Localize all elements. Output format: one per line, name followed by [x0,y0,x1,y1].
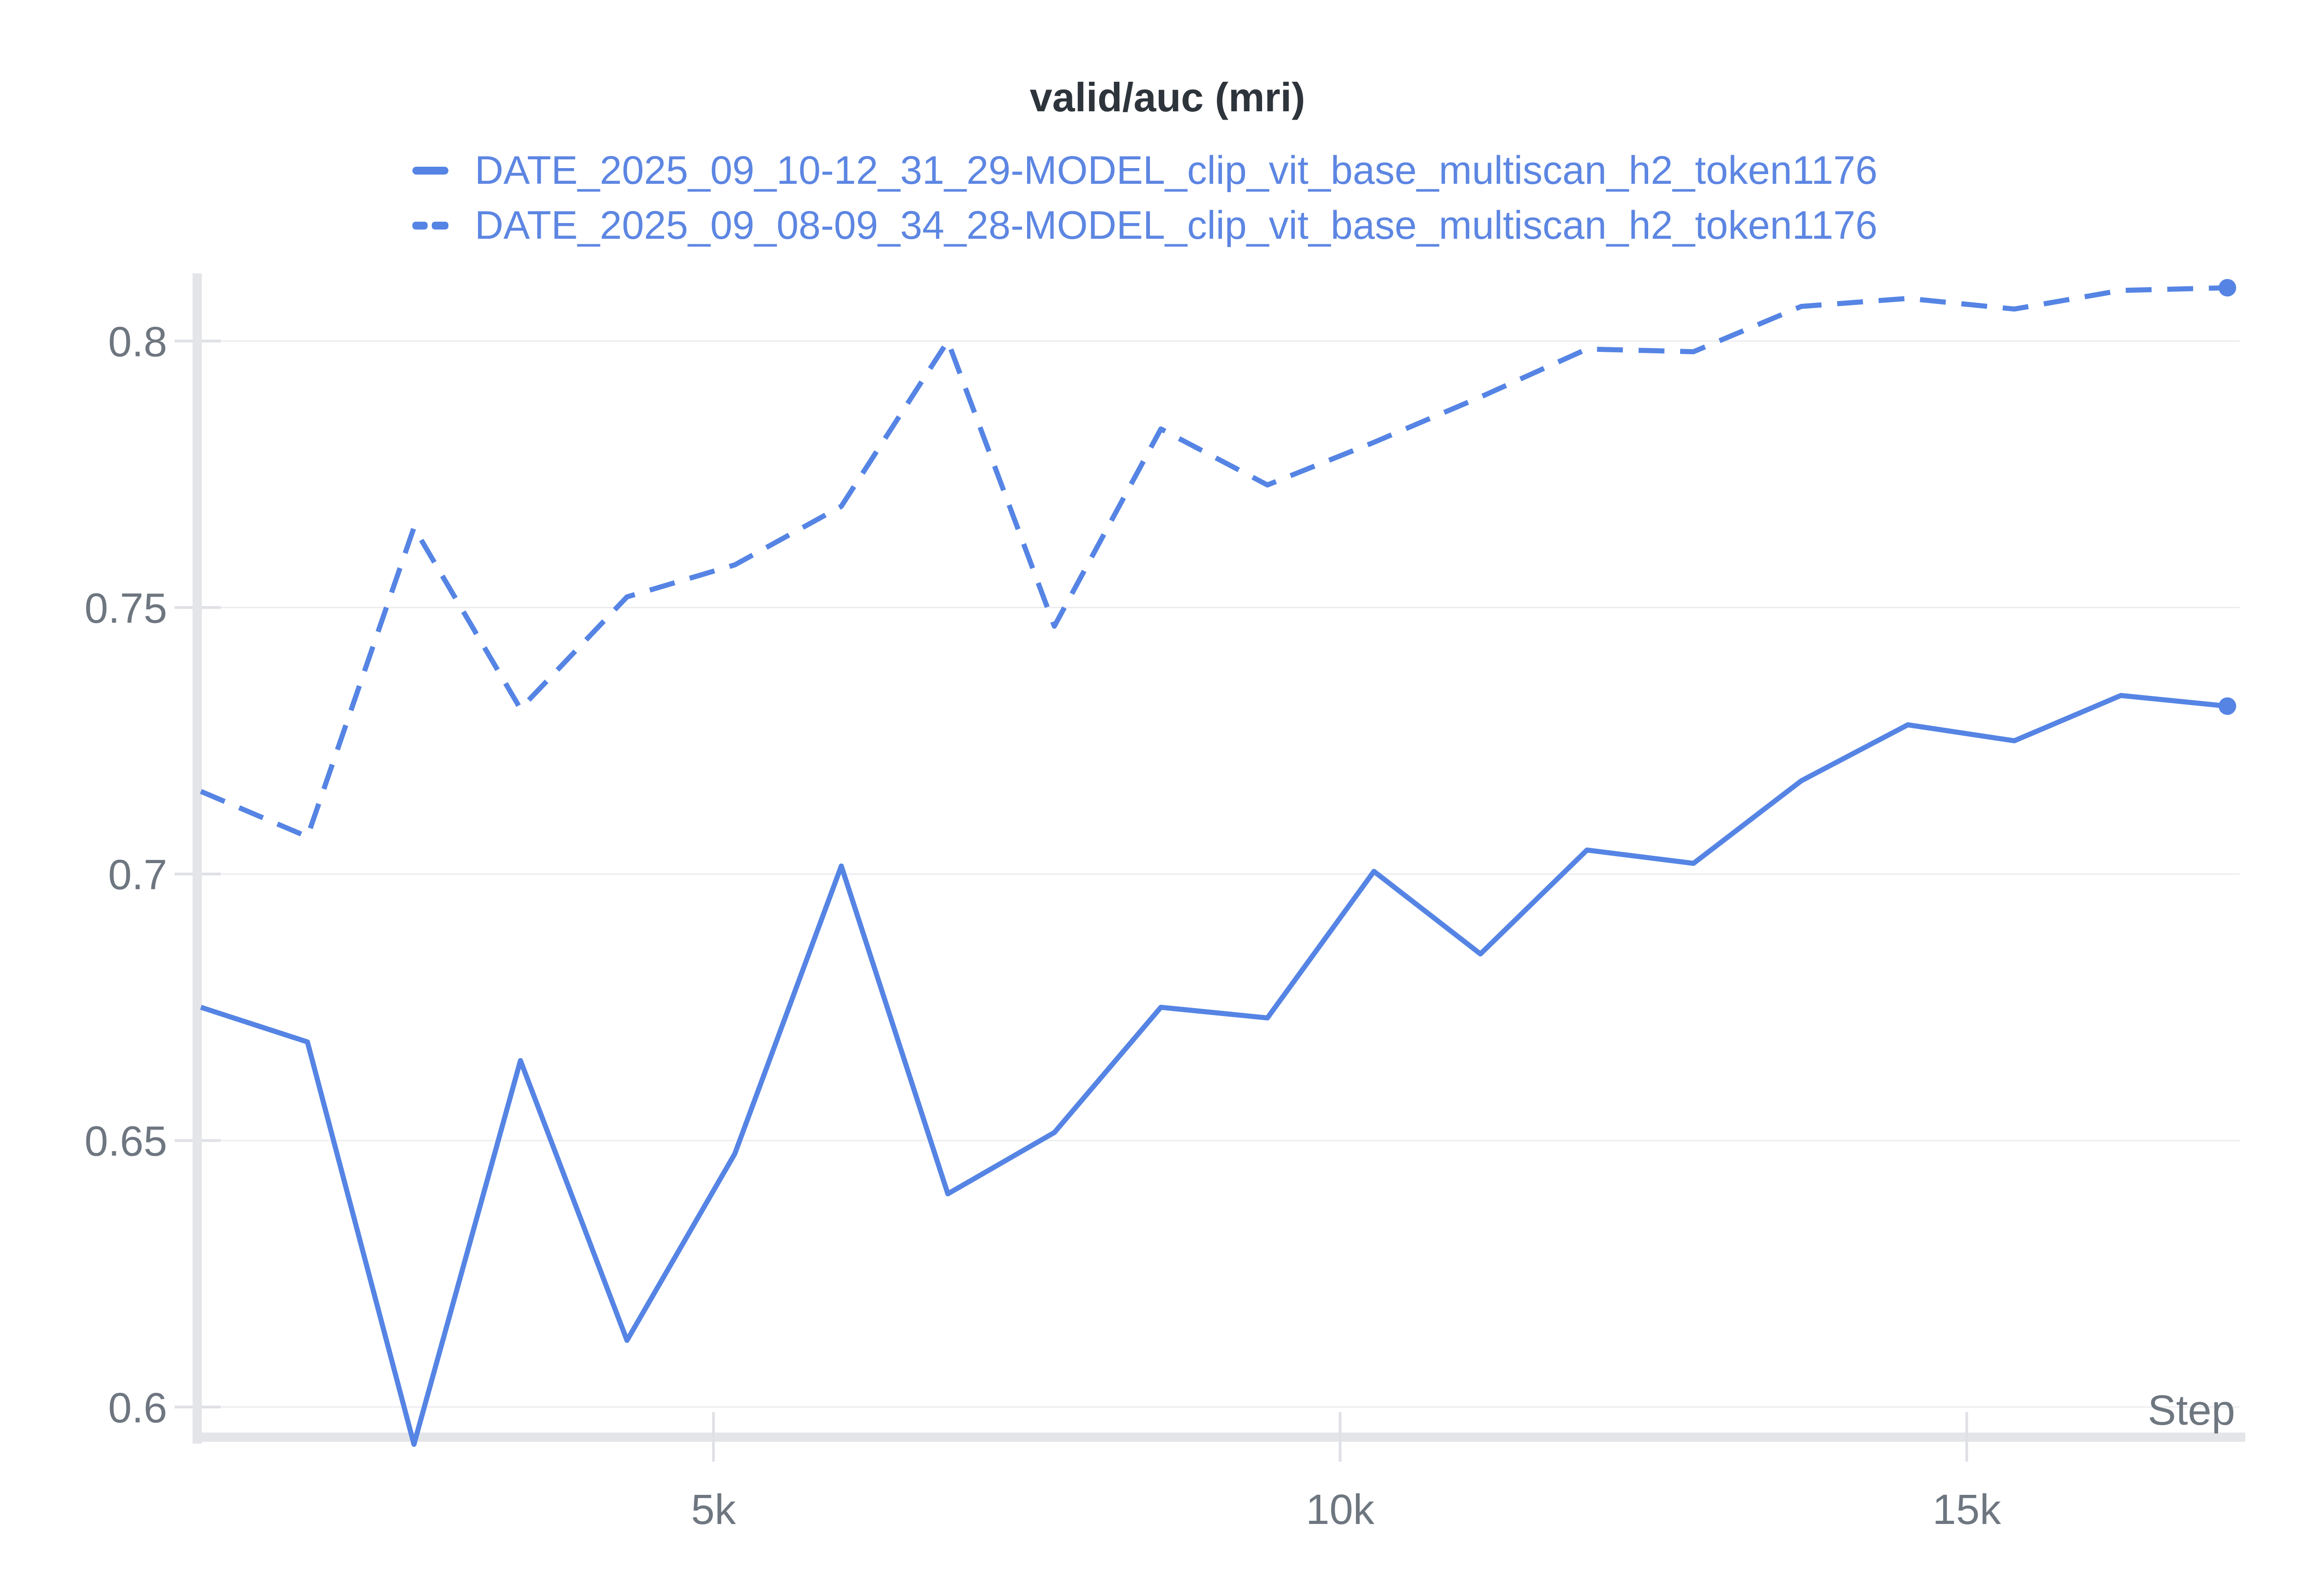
y-axis-line [193,273,202,1444]
y-tick-label: 0.65 [85,1118,167,1165]
y-tick-label: 0.8 [108,318,167,365]
chart-title: valid/auc (mri) [1029,74,1306,120]
dashed-line-swatch-icon [412,222,448,230]
y-tick-label: 0.7 [108,852,167,899]
series-end-dot-dashed [2218,279,2236,297]
series-end-dot-solid [2218,697,2236,715]
y-tick-label: 0.6 [108,1384,167,1432]
legend-item-label: DATE_2025_09_10-12_31_29-MODEL_clip_vit_… [475,148,1878,193]
x-axis-title: Step [2148,1387,2235,1434]
legend: DATE_2025_09_10-12_31_29-MODEL_clip_vit_… [412,147,1878,257]
x-tick-label: 10k [1306,1486,1375,1533]
x-tick-label: 15k [1933,1486,2001,1533]
x-axis-line [193,1433,2245,1442]
legend-item-run2[interactable]: DATE_2025_09_08-09_34_28-MODEL_clip_vit_… [412,202,1878,249]
x-tick-label: 5k [691,1486,736,1533]
series-line-dashed[interactable] [199,285,2228,840]
solid-line-swatch-icon [412,167,448,175]
series-line-solid[interactable] [200,693,2228,1447]
legend-item-label: DATE_2025_09_08-09_34_28-MODEL_clip_vit_… [475,203,1878,248]
y-tick-label: 0.75 [85,585,167,632]
legend-item-run1[interactable]: DATE_2025_09_10-12_31_29-MODEL_clip_vit_… [412,147,1878,194]
